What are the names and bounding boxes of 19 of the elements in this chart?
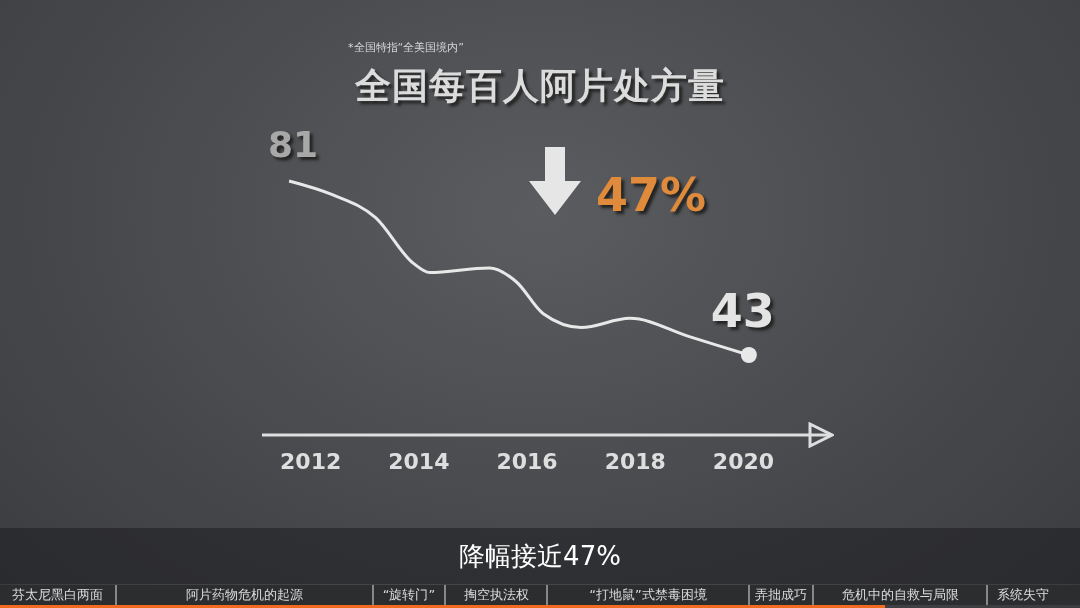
annotation: 47%	[596, 168, 707, 222]
text: 危机中的自救与局限	[814, 585, 988, 605]
text: 芬太尼黑白两面	[0, 585, 117, 605]
x-tick-label: 2018	[604, 448, 666, 474]
x-tick-label: 2016	[496, 448, 558, 474]
text: *全国特指“全美国境内”	[348, 40, 464, 55]
text: 系统失守	[996, 586, 1050, 604]
text: “旋转门”	[374, 585, 446, 605]
x-tick-label: 2014	[388, 448, 450, 474]
x-tick-label: 2012	[280, 448, 342, 474]
x-tick-label: 2020	[712, 448, 775, 474]
data-label: 43	[710, 284, 775, 338]
text: 掏空执法权	[446, 585, 548, 605]
data-label: 81	[267, 124, 319, 165]
text: “打地鼠”式禁毒困境	[548, 585, 750, 605]
text: 阿片药物危机的起源	[117, 585, 374, 605]
text: 降幅接近47%	[0, 528, 1080, 584]
chart-title: 全国每百人阿片处方量	[354, 64, 726, 108]
text: 弄拙成巧	[750, 585, 814, 605]
